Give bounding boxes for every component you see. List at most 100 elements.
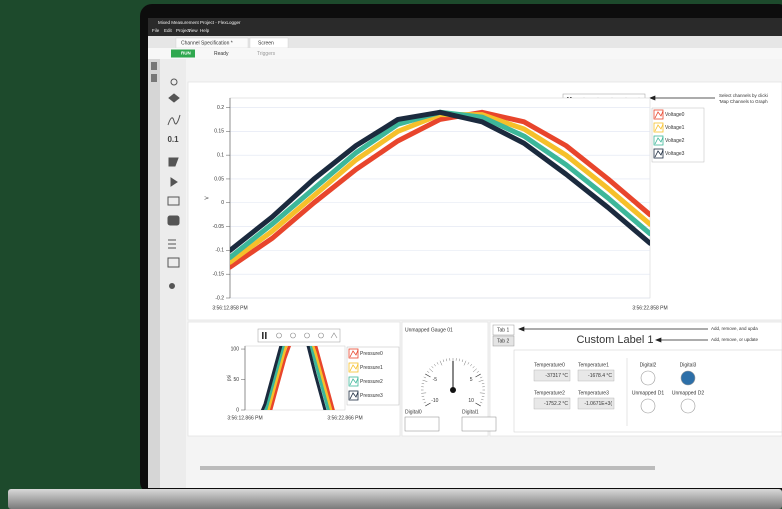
gauge-minor-tick — [480, 398, 484, 401]
gauge-minor-tick — [472, 368, 477, 373]
annotation: 'Map Channels to Graph — [719, 99, 768, 104]
gauge: -10 -5 5 10 Digital0 Digital1 — [404, 358, 497, 432]
indicator-box — [533, 369, 571, 382]
run-label[interactable]: RUN — [181, 51, 191, 56]
gauge-minor-tick — [429, 368, 434, 373]
y-tick-label: -0.05 — [213, 224, 225, 230]
y-tick-label: 0 — [221, 200, 224, 206]
legend-box — [346, 346, 400, 406]
legend-icon — [653, 109, 664, 120]
series-line — [269, 346, 335, 410]
gauge-minor-tick — [436, 362, 439, 365]
gauge-minor-tick — [446, 358, 448, 362]
legend-icon — [654, 123, 664, 132]
tab-contents: Temperature0 -37317 °C Temperature1 -1678.4… — [533, 362, 704, 414]
y-tick-label: 0.15 — [214, 129, 224, 135]
y-tick-label: -0.2 — [215, 295, 224, 301]
legend-label: Pressure3 — [360, 393, 383, 399]
plot — [260, 346, 335, 410]
gauge-minor-tick — [421, 395, 425, 397]
tab-label[interactable]: Screen — [258, 40, 274, 46]
gauge-minor-tick — [426, 371, 430, 373]
legend-icon — [349, 349, 359, 358]
chart: 0 50 100 psi 3:56:12.866 PM 3:56:22.866 PM Pre… — [226, 345, 400, 421]
tab-label[interactable]: Tab 2 — [497, 338, 509, 344]
tab-label[interactable]: Tab 1 — [497, 327, 509, 333]
gauge-minor-tick — [434, 363, 436, 367]
toolbar — [148, 48, 782, 59]
indicator-label: Temperature0 — [534, 362, 565, 368]
legend-icon — [349, 363, 359, 372]
legend-label: Voltage1 — [665, 125, 685, 131]
y-axis-label: psi — [226, 375, 232, 381]
gauge-minor-tick — [422, 379, 428, 382]
legend-icon — [654, 149, 664, 158]
indicator-box — [577, 369, 615, 382]
menu-item[interactable]: Help — [200, 28, 210, 33]
indicator-label: Temperature1 — [578, 362, 609, 368]
indicator-box — [533, 397, 571, 410]
series-line — [266, 346, 333, 410]
status: Ready — [214, 51, 229, 57]
x-tick-label: 3:56:12.858 PM — [212, 305, 247, 311]
gauge-minor-tick — [421, 392, 427, 394]
indicator-label: Temperature2 — [534, 390, 565, 396]
indicator-label: Temperature3 — [578, 390, 609, 396]
annotation: Add, remove, and upda — [711, 326, 758, 331]
tab-row — [148, 36, 782, 48]
gauge-tick-label: -10 — [431, 398, 438, 404]
gauge-minor-tick — [472, 366, 475, 369]
gauge-minor-tick — [478, 379, 484, 382]
menu-item[interactable]: File — [152, 28, 160, 33]
indicator-value: -1.0671E+3( — [584, 401, 612, 407]
led-label: Unmapped D1 — [632, 390, 664, 396]
sidebar-label: 0.1 — [167, 135, 179, 144]
legend-icon — [653, 122, 664, 133]
legend-icon — [653, 135, 664, 146]
y-tick-label: 0.1 — [217, 152, 224, 158]
annotation: Add, remove, or update — [711, 337, 759, 342]
legend-icon — [349, 391, 359, 400]
tab[interactable] — [492, 335, 515, 347]
tab-label[interactable]: Channel Specification * — [181, 40, 233, 46]
led — [680, 370, 696, 386]
led — [640, 370, 656, 386]
laptop-base — [8, 489, 782, 509]
y-tick-label: 50 — [233, 377, 239, 383]
title-bar — [148, 18, 782, 36]
gauge-tick-label: -5 — [433, 377, 438, 383]
menu-item[interactable]: View — [188, 28, 198, 33]
tab-page — [513, 349, 782, 433]
gauge-tick-label: 10 — [468, 398, 474, 404]
plot — [230, 109, 650, 270]
menu-item[interactable]: Project — [176, 28, 191, 33]
legend-label: Pressure0 — [360, 351, 383, 357]
legend-label: Pressure2 — [360, 379, 383, 385]
gauge-minor-tick — [479, 401, 483, 404]
x-tick-label: 3:56:22.858 PM — [632, 305, 667, 311]
triggers-button[interactable]: Triggers — [257, 51, 276, 57]
scrollbar[interactable] — [200, 466, 655, 470]
strip-icon — [151, 62, 157, 70]
legend-box — [651, 107, 705, 163]
gauge-minor-tick — [431, 366, 434, 369]
input-label: Digital0 — [405, 409, 422, 415]
led — [680, 398, 696, 414]
gauge-minor-tick — [442, 359, 445, 363]
gauge-tick-label: 5 — [470, 377, 473, 383]
gauge-minor-tick — [439, 360, 443, 366]
input-box[interactable] — [461, 416, 497, 432]
gauge-tick — [425, 373, 431, 378]
indicator-value: -1678.4 °C — [588, 373, 612, 379]
menu-item[interactable]: Edit — [164, 28, 173, 33]
sidebar-icons — [167, 78, 181, 289]
legend-icon — [348, 348, 359, 359]
tab[interactable] — [492, 324, 515, 336]
run-button[interactable] — [171, 49, 195, 58]
gauge-minor-tick — [461, 359, 464, 363]
input-box[interactable] — [404, 416, 440, 432]
sidebar — [160, 59, 186, 488]
chart: 0.2 0.15 0.1 0.05 0 -0.05 -0.1 -0.15 -0.2 V 3:56:1… — [204, 97, 705, 311]
annotation: Select channels by clicki — [719, 93, 768, 98]
